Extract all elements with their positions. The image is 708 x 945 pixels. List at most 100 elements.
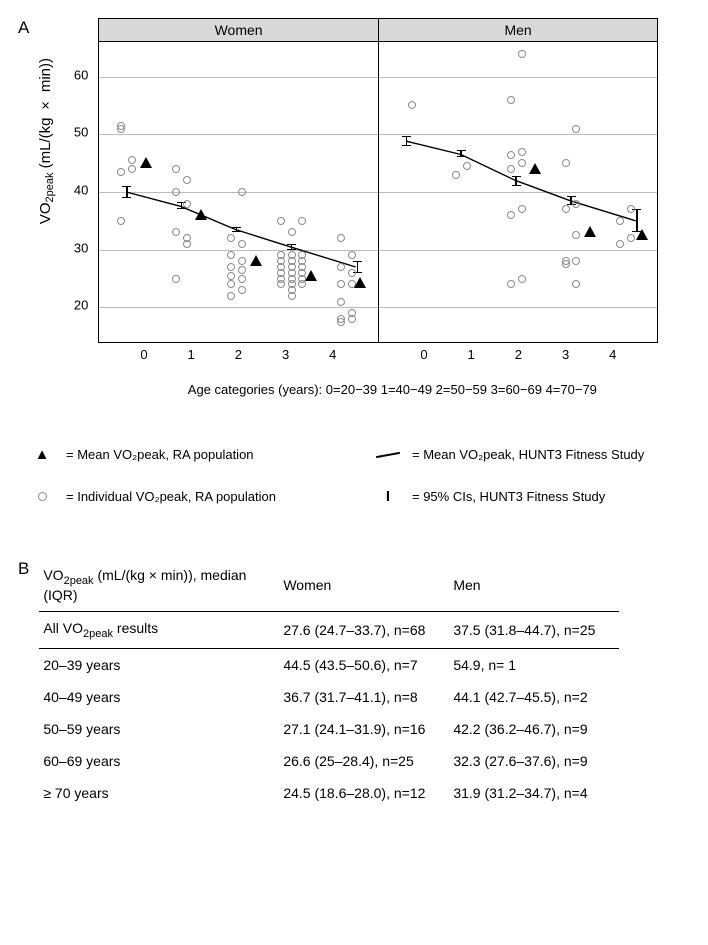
data-circle <box>562 159 570 167</box>
panel-b-label: B <box>18 559 29 579</box>
data-circle <box>298 280 306 288</box>
legend-triangle: ▲ = Mean VO₂peak, RA population <box>28 447 344 462</box>
y-tick-column: 2030405060 <box>62 18 92 340</box>
data-circle <box>518 50 526 58</box>
facet-men: Men <box>379 19 658 342</box>
table-row: ≥ 70 years24.5 (18.6–28.0), n=1231.9 (31… <box>39 777 619 809</box>
data-circle <box>172 165 180 173</box>
data-circle <box>172 228 180 236</box>
panel-a: A VO2peak (mL/(kg × min)) 2030405060 Wom… <box>18 18 690 397</box>
data-circle <box>183 176 191 184</box>
y-axis-block: VO2peak (mL/(kg × min)) <box>35 18 56 224</box>
data-circle <box>277 217 285 225</box>
table-cell: 32.3 (27.6–37.6), n=9 <box>449 745 619 777</box>
table-header-cell: Men <box>449 559 619 611</box>
data-circle <box>348 315 356 323</box>
data-triangle <box>250 255 262 266</box>
y-tick-label: 50 <box>74 125 88 140</box>
grid-line <box>99 307 378 308</box>
table-cell: 50–59 years <box>39 713 279 745</box>
error-bar <box>232 227 241 233</box>
table-row: 60–69 years26.6 (25–28.4), n=2532.3 (27.… <box>39 745 619 777</box>
data-circle <box>117 217 125 225</box>
grid-line <box>99 77 378 78</box>
error-bar <box>287 244 296 250</box>
circle-icon <box>28 492 56 501</box>
data-circle <box>507 211 515 219</box>
plot-area <box>99 42 378 342</box>
data-circle <box>337 234 345 242</box>
data-triangle <box>584 226 596 237</box>
data-circle <box>408 101 416 109</box>
data-circle <box>463 162 471 170</box>
data-circle <box>507 96 515 104</box>
y-tick-label: 40 <box>74 183 88 198</box>
data-circle <box>227 280 235 288</box>
data-circle <box>518 159 526 167</box>
x-tick-label: 1 <box>168 347 215 362</box>
table-cell: 44.1 (42.7–45.5), n=2 <box>449 681 619 713</box>
data-triangle <box>354 277 366 288</box>
data-circle <box>572 231 580 239</box>
data-circle <box>238 286 246 294</box>
data-triangle <box>305 270 317 281</box>
errorbar-icon: I <box>374 488 402 505</box>
legend-errorbar: I = 95% CIs, HUNT3 Fitness Study <box>374 488 690 505</box>
data-circle <box>238 240 246 248</box>
grid-line <box>379 192 658 193</box>
error-bar <box>512 176 521 186</box>
table-cell: 40–49 years <box>39 681 279 713</box>
grid-line <box>379 134 658 135</box>
x-tick-label: 4 <box>589 347 636 362</box>
grid-line <box>379 307 658 308</box>
table-cell: 27.6 (24.7–33.7), n=68 <box>279 611 449 648</box>
data-circle <box>288 228 296 236</box>
table-row: 50–59 years27.1 (24.1–31.9), n=1642.2 (3… <box>39 713 619 745</box>
x-tick-label: 3 <box>262 347 309 362</box>
table-cell: 26.6 (25–28.4), n=25 <box>279 745 449 777</box>
triangle-icon: ▲ <box>28 447 56 462</box>
table-header-cell: VO2peak (mL/(kg × min)), median (IQR) <box>39 559 279 611</box>
line-icon <box>374 454 402 456</box>
data-circle <box>627 234 635 242</box>
table-cell: 27.1 (24.1–31.9), n=16 <box>279 713 449 745</box>
axis-caption: Age categories (years): 0=20−39 1=40−49 … <box>126 382 658 397</box>
table-cell: 54.9, n= 1 <box>449 648 619 681</box>
chart-grid: WomenMen <box>98 18 658 343</box>
table-cell: 31.9 (31.2–34.7), n=4 <box>449 777 619 809</box>
data-circle <box>117 125 125 133</box>
data-circle <box>616 240 624 248</box>
error-bar <box>122 186 131 198</box>
data-circle <box>518 205 526 213</box>
data-circle <box>227 234 235 242</box>
x-tick-label: 3 <box>542 347 589 362</box>
error-bar <box>402 136 411 146</box>
data-circle <box>572 280 580 288</box>
data-circle <box>227 272 235 280</box>
data-circle <box>227 292 235 300</box>
panel-b: B VO2peak (mL/(kg × min)), median (IQR)W… <box>18 559 690 809</box>
table-row: All VO2peak results27.6 (24.7–33.7), n=6… <box>39 611 619 648</box>
data-circle <box>562 205 570 213</box>
data-circle <box>507 280 515 288</box>
x-tick-label: 1 <box>448 347 495 362</box>
data-circle <box>128 165 136 173</box>
data-triangle <box>529 163 541 174</box>
data-circle <box>507 151 515 159</box>
data-circle <box>572 200 580 208</box>
data-circle <box>183 240 191 248</box>
data-circle <box>518 275 526 283</box>
table-cell: ≥ 70 years <box>39 777 279 809</box>
table-cell: 42.2 (36.2–46.7), n=9 <box>449 713 619 745</box>
data-circle <box>337 298 345 306</box>
table-row: 20–39 years44.5 (43.5–50.6), n=754.9, n=… <box>39 648 619 681</box>
y-tick-label: 20 <box>74 298 88 313</box>
data-circle <box>128 156 136 164</box>
data-circle <box>277 280 285 288</box>
data-circle <box>238 266 246 274</box>
data-circle <box>452 171 460 179</box>
table-cell: 36.7 (31.7–41.1), n=8 <box>279 681 449 713</box>
data-circle <box>183 200 191 208</box>
table-cell: 60–69 years <box>39 745 279 777</box>
table-header-cell: Women <box>279 559 449 611</box>
